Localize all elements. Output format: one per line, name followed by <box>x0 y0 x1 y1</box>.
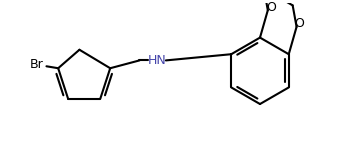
Text: O: O <box>266 1 276 14</box>
Text: O: O <box>295 17 304 30</box>
Text: HN: HN <box>148 54 166 67</box>
Text: Br: Br <box>30 58 44 71</box>
